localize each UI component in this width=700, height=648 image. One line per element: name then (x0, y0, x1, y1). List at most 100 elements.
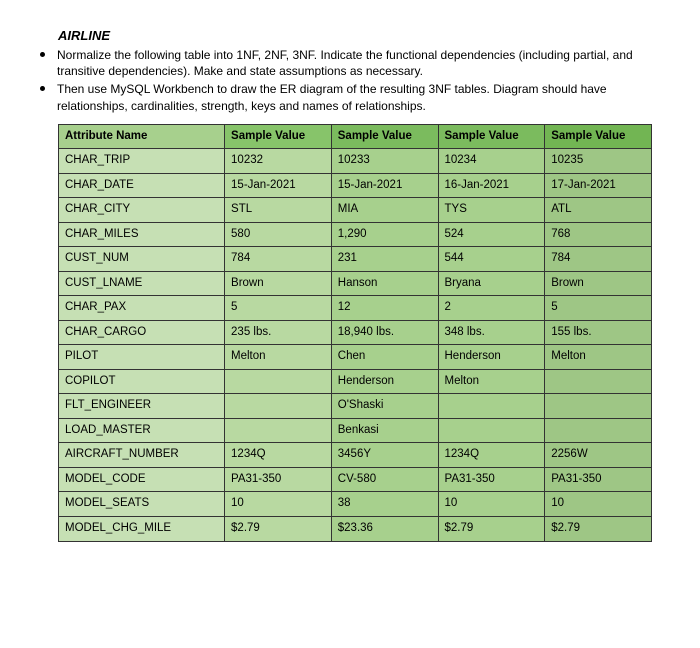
value-cell: 768 (545, 222, 652, 247)
value-cell: PA31-350 (545, 467, 652, 492)
value-cell: 5 (545, 296, 652, 321)
value-cell: PA31-350 (225, 467, 332, 492)
table-row: CUST_LNAMEBrownHansonBryanaBrown (59, 271, 652, 296)
attr-cell: CHAR_PAX (59, 296, 225, 321)
value-cell: Brown (545, 271, 652, 296)
table-row: LOAD_MASTER Benkasi (59, 418, 652, 443)
value-cell: $2.79 (545, 517, 652, 542)
value-cell: 10233 (331, 149, 438, 174)
attr-cell: CHAR_CARGO (59, 320, 225, 345)
attr-cell: MODEL_SEATS (59, 492, 225, 517)
table-row: CHAR_DATE15-Jan-202115-Jan-202116-Jan-20… (59, 173, 652, 198)
value-cell (225, 418, 332, 443)
attr-cell: MODEL_CHG_MILE (59, 517, 225, 542)
value-cell: 10 (438, 492, 545, 517)
value-cell: 15-Jan-2021 (225, 173, 332, 198)
value-cell: 18,940 lbs. (331, 320, 438, 345)
table-header-row: Attribute Name Sample Value Sample Value… (59, 124, 652, 149)
value-cell: 231 (331, 247, 438, 272)
airline-table: Attribute Name Sample Value Sample Value… (58, 124, 652, 542)
value-cell: 10232 (225, 149, 332, 174)
instruction-item: Normalize the following table into 1NF, … (40, 47, 652, 79)
table-row: AIRCRAFT_NUMBER1234Q3456Y1234Q2256W (59, 443, 652, 468)
value-cell (225, 394, 332, 419)
value-cell: 10 (545, 492, 652, 517)
value-cell: Benkasi (331, 418, 438, 443)
bullet-icon (40, 86, 45, 91)
value-cell: 10234 (438, 149, 545, 174)
value-cell: Melton (438, 369, 545, 394)
value-cell: 544 (438, 247, 545, 272)
value-cell: Brown (225, 271, 332, 296)
instruction-text: Normalize the following table into 1NF, … (57, 47, 652, 79)
value-cell (545, 394, 652, 419)
value-cell: Melton (545, 345, 652, 370)
header-attr: Attribute Name (59, 124, 225, 149)
header-sample: Sample Value (331, 124, 438, 149)
value-cell: PA31-350 (438, 467, 545, 492)
value-cell: 1234Q (438, 443, 545, 468)
attr-cell: FLT_ENGINEER (59, 394, 225, 419)
value-cell: STL (225, 198, 332, 223)
value-cell: $2.79 (438, 517, 545, 542)
table-row: COPILOT HendersonMelton (59, 369, 652, 394)
table-row: MODEL_SEATS10381010 (59, 492, 652, 517)
value-cell: 2256W (545, 443, 652, 468)
header-sample: Sample Value (545, 124, 652, 149)
attr-cell: MODEL_CODE (59, 467, 225, 492)
attr-cell: AIRCRAFT_NUMBER (59, 443, 225, 468)
value-cell: MIA (331, 198, 438, 223)
value-cell: 348 lbs. (438, 320, 545, 345)
table-row: CHAR_PAX51225 (59, 296, 652, 321)
header-sample: Sample Value (438, 124, 545, 149)
attr-cell: CUST_LNAME (59, 271, 225, 296)
value-cell: 2 (438, 296, 545, 321)
value-cell: Henderson (331, 369, 438, 394)
value-cell: Melton (225, 345, 332, 370)
value-cell: O'Shaski (331, 394, 438, 419)
value-cell: 784 (225, 247, 332, 272)
value-cell: CV-580 (331, 467, 438, 492)
value-cell: 10 (225, 492, 332, 517)
header-sample: Sample Value (225, 124, 332, 149)
attr-cell: CHAR_DATE (59, 173, 225, 198)
instruction-item: Then use MySQL Workbench to draw the ER … (40, 81, 652, 113)
value-cell (545, 418, 652, 443)
value-cell (438, 394, 545, 419)
value-cell: 784 (545, 247, 652, 272)
value-cell: TYS (438, 198, 545, 223)
attr-cell: CHAR_TRIP (59, 149, 225, 174)
table-row: MODEL_CHG_MILE$2.79$23.36$2.79$2.79 (59, 517, 652, 542)
value-cell: Chen (331, 345, 438, 370)
value-cell (225, 369, 332, 394)
value-cell: 3456Y (331, 443, 438, 468)
value-cell: 1234Q (225, 443, 332, 468)
value-cell: 16-Jan-2021 (438, 173, 545, 198)
table-row: CHAR_MILES5801,290524768 (59, 222, 652, 247)
attr-cell: COPILOT (59, 369, 225, 394)
attr-cell: PILOT (59, 345, 225, 370)
value-cell: 235 lbs. (225, 320, 332, 345)
value-cell: Bryana (438, 271, 545, 296)
value-cell: 12 (331, 296, 438, 321)
value-cell: 580 (225, 222, 332, 247)
attr-cell: LOAD_MASTER (59, 418, 225, 443)
page-title: AIRLINE (58, 28, 652, 43)
value-cell: 5 (225, 296, 332, 321)
value-cell: Henderson (438, 345, 545, 370)
value-cell (545, 369, 652, 394)
value-cell (438, 418, 545, 443)
value-cell: Hanson (331, 271, 438, 296)
value-cell: 15-Jan-2021 (331, 173, 438, 198)
instruction-text: Then use MySQL Workbench to draw the ER … (57, 81, 652, 113)
table-row: PILOTMeltonChenHendersonMelton (59, 345, 652, 370)
value-cell: ATL (545, 198, 652, 223)
instruction-list: Normalize the following table into 1NF, … (58, 47, 652, 114)
bullet-icon (40, 52, 45, 57)
value-cell: 155 lbs. (545, 320, 652, 345)
value-cell: 17-Jan-2021 (545, 173, 652, 198)
table-body: CHAR_TRIP10232102331023410235CHAR_DATE15… (59, 149, 652, 541)
value-cell: 524 (438, 222, 545, 247)
table-row: CHAR_CITYSTLMIATYSATL (59, 198, 652, 223)
table-row: CHAR_CARGO235 lbs.18,940 lbs.348 lbs.155… (59, 320, 652, 345)
